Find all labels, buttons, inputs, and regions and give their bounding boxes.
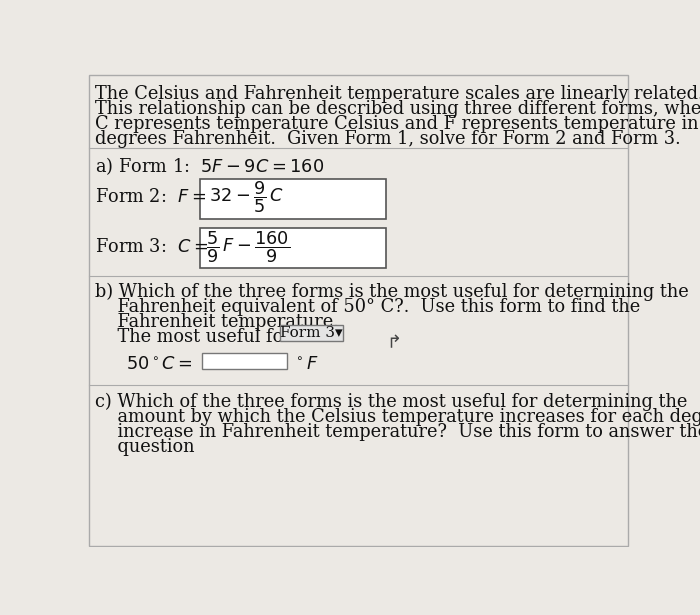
Text: The most useful form is: The most useful form is	[95, 328, 329, 346]
FancyBboxPatch shape	[200, 178, 386, 218]
Text: increase in Fahrenheit temperature?  Use this form to answer the: increase in Fahrenheit temperature? Use …	[95, 423, 700, 440]
Text: b) Which of the three forms is the most useful for determining the: b) Which of the three forms is the most …	[95, 284, 689, 301]
Text: $\dfrac{5}{9}\,F - \dfrac{160}{9}$: $\dfrac{5}{9}\,F - \dfrac{160}{9}$	[206, 229, 290, 265]
Text: $50^\circ C =$: $50^\circ C =$	[126, 355, 193, 374]
Text: ↱: ↱	[386, 334, 401, 352]
Text: Form 3▾: Form 3▾	[280, 326, 343, 340]
Text: Form 2:  $F =$: Form 2: $F =$	[95, 188, 206, 206]
Text: C represents temperature Celsius and F represents temperature in: C represents temperature Celsius and F r…	[95, 114, 699, 133]
Text: amount by which the Celsius temperature increases for each degree: amount by which the Celsius temperature …	[95, 408, 700, 426]
FancyBboxPatch shape	[202, 352, 288, 369]
FancyBboxPatch shape	[200, 228, 386, 268]
Text: Form 3:  $C =$: Form 3: $C =$	[95, 238, 209, 256]
Text: degrees Fahrenheit.  Given Form 1, solve for Form 2 and Form 3.: degrees Fahrenheit. Given Form 1, solve …	[95, 130, 681, 148]
Text: $32 - \dfrac{9}{5}\,C$: $32 - \dfrac{9}{5}\,C$	[209, 179, 284, 215]
Text: Fahrenheit equivalent of 50° C?.  Use this form to find the: Fahrenheit equivalent of 50° C?. Use thi…	[95, 298, 641, 316]
Text: c) Which of the three forms is the most useful for determining the: c) Which of the three forms is the most …	[95, 392, 687, 411]
Text: Fahrenheit temperature.: Fahrenheit temperature.	[95, 313, 339, 331]
FancyBboxPatch shape	[280, 325, 343, 341]
Text: This relationship can be described using three different forms, where: This relationship can be described using…	[95, 100, 700, 117]
Text: question: question	[95, 438, 195, 456]
Text: $^\circ F$: $^\circ F$	[293, 355, 318, 374]
Text: a) Form 1:  $5F - 9C = 160$: a) Form 1: $5F - 9C = 160$	[95, 156, 324, 177]
Text: The Celsius and Fahrenheit temperature scales are linearly related.: The Celsius and Fahrenheit temperature s…	[95, 85, 700, 103]
FancyBboxPatch shape	[89, 76, 628, 546]
